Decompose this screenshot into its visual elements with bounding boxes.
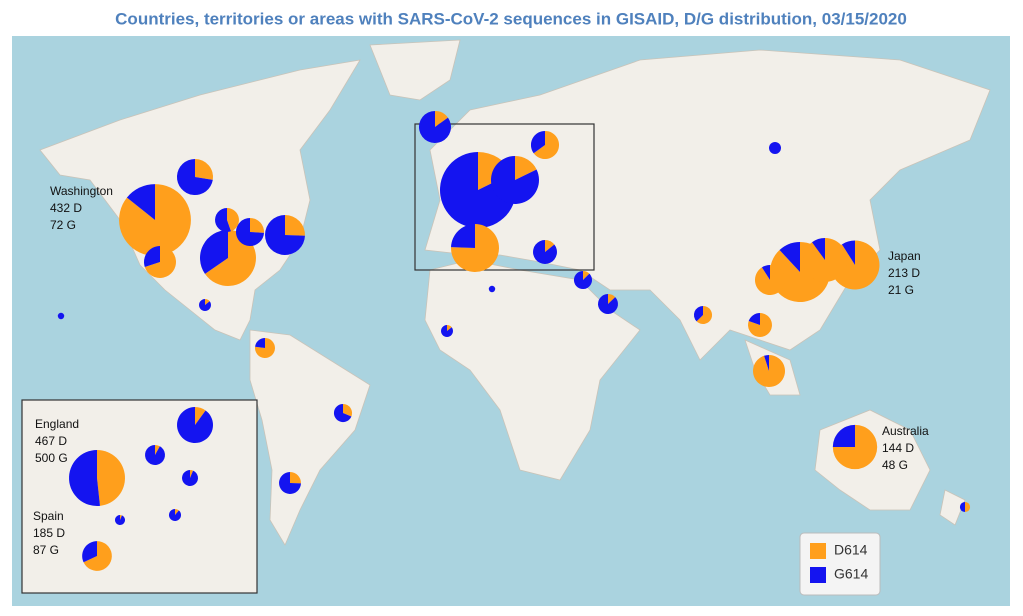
site-name: England	[35, 417, 79, 431]
pie-slice	[769, 142, 781, 154]
pie-slice	[573, 270, 593, 290]
legend-label: D614	[834, 542, 868, 558]
pie-slice	[195, 407, 206, 425]
pie-slice	[832, 424, 855, 447]
pie-slice	[440, 152, 516, 228]
pie-slice	[343, 403, 353, 417]
pie-slice	[841, 240, 855, 265]
pie-slice	[693, 305, 703, 322]
pie-slice	[83, 541, 112, 571]
pie-slice	[530, 130, 545, 154]
pie-slice	[235, 217, 265, 247]
pie-slice	[285, 215, 305, 236]
pie-slice	[447, 325, 452, 331]
pie-slice	[97, 450, 125, 506]
pie-slice	[533, 240, 557, 264]
pie-slice	[965, 501, 971, 513]
pie-slice	[812, 238, 825, 260]
pie-slice	[175, 508, 179, 515]
europe-zoom-box	[414, 123, 595, 271]
pie-slice	[545, 240, 555, 252]
pie-slice	[598, 294, 618, 314]
land	[39, 39, 991, 546]
pie-slice	[748, 313, 760, 325]
site-d-count: 432 D	[50, 201, 82, 215]
pie-slice	[255, 338, 265, 348]
pie-slice	[779, 241, 800, 272]
site-g-count: 21 G	[888, 283, 914, 297]
pie-slice	[155, 445, 160, 455]
pie-slice	[279, 472, 301, 494]
pie-slice	[215, 208, 231, 232]
pie-slice	[168, 508, 182, 522]
pie-slice	[126, 184, 155, 220]
pie-slice	[959, 501, 965, 513]
pie-slice	[583, 270, 590, 280]
pie-slice	[250, 217, 265, 233]
pie-slice	[608, 294, 616, 304]
pie-slice	[176, 158, 213, 196]
pie-slice	[803, 238, 847, 282]
site-g-count: 500 G	[35, 451, 68, 465]
site-g-count: 72 G	[50, 218, 76, 232]
site-name: Japan	[888, 249, 921, 263]
pie-slice	[227, 208, 239, 232]
site-name: Spain	[33, 509, 64, 523]
pie-slice	[490, 156, 539, 205]
pie-slice	[145, 445, 165, 465]
pie-slice	[435, 111, 448, 127]
map-title: Countries, territories or areas with SAR…	[115, 9, 907, 28]
europe-inset	[21, 399, 258, 594]
pie-slice	[190, 470, 194, 478]
pie-slice	[205, 299, 210, 305]
pie-slice	[82, 541, 97, 563]
legend-swatch	[810, 567, 826, 583]
pie-slice	[533, 130, 560, 160]
legend-swatch	[810, 543, 826, 559]
pie-slice	[515, 156, 537, 180]
pie-slice	[752, 355, 785, 387]
pie-slice	[177, 407, 214, 443]
pie-slice	[114, 514, 126, 526]
pie-slice	[333, 403, 352, 423]
pie-slice	[418, 111, 452, 143]
pie-slice	[69, 450, 100, 506]
pie-slice	[200, 230, 228, 274]
site-d-count: 467 D	[35, 434, 67, 448]
pie-slice	[451, 224, 475, 248]
pie-slice	[144, 246, 176, 278]
legend-label: G614	[834, 566, 868, 582]
pie-slice	[488, 285, 496, 293]
pie-slice	[761, 264, 770, 280]
site-g-count: 87 G	[33, 543, 59, 557]
pie-slice	[290, 472, 301, 484]
pie-slice	[182, 470, 198, 486]
pie-slice	[265, 215, 305, 255]
site-name: Washington	[50, 184, 113, 198]
site-g-count: 48 G	[882, 458, 908, 472]
pie-slice	[441, 325, 453, 337]
pie-slice	[195, 158, 214, 180]
pies	[57, 111, 971, 571]
pie-slice	[144, 246, 160, 267]
site-name: Australia	[882, 424, 929, 438]
site-d-count: 213 D	[888, 266, 920, 280]
pie-slice	[748, 313, 772, 337]
pie-slice	[120, 514, 122, 520]
pie-slice	[696, 305, 713, 325]
pie-slice	[764, 355, 769, 371]
pie-slice	[57, 312, 65, 320]
pie-slice	[199, 299, 211, 311]
site-d-count: 185 D	[33, 526, 65, 540]
site-d-count: 144 D	[882, 441, 914, 455]
